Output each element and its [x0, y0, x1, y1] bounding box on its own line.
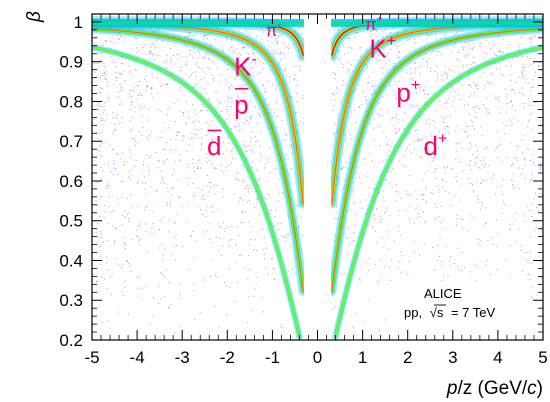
x-tick-label: 1 — [358, 348, 367, 367]
y-tick-label: 0.4 — [59, 251, 83, 270]
info-box-frame — [385, 281, 527, 329]
species-label-d-anti: d — [207, 131, 221, 161]
x-axis-title-c: c — [527, 378, 537, 399]
density-layer — [92, 16, 543, 340]
y-axis-title: β — [24, 11, 45, 23]
x-tick-label: -1 — [265, 348, 280, 367]
x-tick-label: -4 — [130, 348, 145, 367]
experiment-label: ALICE — [424, 286, 462, 301]
species-label-d-plus: d+ — [423, 130, 447, 161]
energy-symbol: √s — [430, 305, 444, 320]
y-tick-label: 0.8 — [59, 92, 83, 111]
y-tick-label: 1 — [74, 13, 83, 32]
x-tick-label: 4 — [493, 348, 502, 367]
y-tick-label: 0.7 — [59, 132, 83, 151]
y-tick-label: 0.6 — [59, 172, 83, 191]
x-axis-title-middle: /z (GeV/ — [457, 378, 527, 399]
band-1.8756-pos — [332, 44, 543, 340]
species-label-p-plus: p+ — [396, 77, 420, 108]
collision-system: pp, — [404, 305, 422, 320]
species-label-π-plus: π+ — [365, 14, 383, 34]
x-axis-title: p/z (GeV/c) — [446, 378, 543, 399]
y-tick-label: 0.9 — [59, 53, 83, 72]
axes: -5 -4 -3 -2 -1 0 1 2 3 4 5 0.2 0.3 0.4 0.5 0.6 0.7 0.8 0.9… — [59, 13, 547, 367]
central-gap — [303, 15, 332, 339]
species-label-π-minus: π- — [266, 20, 281, 40]
x-tick-label: -3 — [175, 348, 190, 367]
species-label-K-minus: K- — [234, 51, 257, 82]
y-tick-label: 0.3 — [59, 291, 83, 310]
x-tick-label: 0 — [313, 348, 322, 367]
species-labels: π-π+ K- K+ p p+ d d+ — [207, 14, 447, 161]
y-tick-label: 0.2 — [59, 331, 83, 350]
y-tick-label: 0.5 — [59, 212, 83, 231]
beta-one-band — [92, 18, 543, 27]
band-0.9383-pos — [327, 24, 543, 296]
x-tick-label: 5 — [538, 348, 547, 367]
x-axis-title-p: p — [446, 378, 458, 399]
x-tick-label: 3 — [448, 348, 457, 367]
info-box: ALICE pp, √s = 7 TeV — [385, 281, 527, 329]
energy-value: = 7 TeV — [451, 305, 496, 320]
x-tick-label: -5 — [84, 348, 99, 367]
x-tick-label: 2 — [403, 348, 412, 367]
band-1.8756-neg — [92, 44, 303, 340]
collision-label: pp, √s = 7 TeV — [404, 305, 496, 320]
band-0.9383-neg — [92, 24, 308, 296]
species-label-K-plus: K+ — [369, 33, 396, 64]
species-label-p-anti: p — [234, 89, 248, 119]
x-axis-title-close: ) — [537, 378, 543, 399]
x-tick-label: -2 — [220, 348, 235, 367]
